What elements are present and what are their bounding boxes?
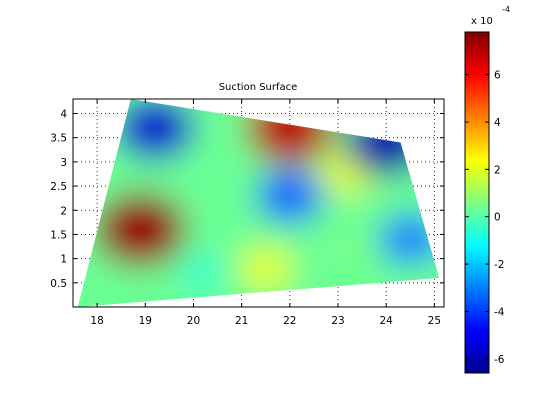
surface-feature [94, 192, 187, 268]
axes-box [72, 98, 445, 308]
x-tick-label: 25 [428, 315, 441, 327]
y-tick-label: 1.5 [50, 229, 67, 241]
colorbar-scale [464, 31, 490, 374]
y-tick-label: 3 [60, 157, 67, 169]
x-tick-label: 19 [139, 315, 152, 327]
x-tick-label: 21 [235, 315, 248, 327]
x-axis-ticks: 18 19 20 21 22 23 24 25 [90, 99, 441, 327]
surface-feature [237, 245, 295, 292]
x-tick-label: 20 [187, 315, 200, 327]
colorbar-tick-label: -6 [494, 354, 505, 366]
y-tick-label: 2 [60, 205, 67, 217]
y-tick-label: 4 [60, 109, 67, 121]
x-tick-label: 24 [379, 315, 393, 327]
x-tick-label: 23 [331, 315, 344, 327]
surface-heatmap [77, 99, 440, 307]
colorbar-tick-label: 2 [494, 164, 501, 176]
plot-area: 18 19 20 21 22 23 24 25 0.5 1 1.5 2 2.5 3 3.5 4 [50, 98, 445, 327]
colorbar: -6 -4 -2 0 2 4 6 x 10 -4 [464, 5, 510, 374]
colorbar-tick-label: -4 [494, 306, 505, 318]
y-tick-label: 0.5 [50, 278, 67, 290]
surface-value-field [77, 99, 440, 307]
y-tick-label: 3.5 [50, 133, 67, 145]
surface-feature [256, 168, 324, 223]
colorbar-multiplier-exponent: -4 [502, 5, 510, 14]
colorbar-ticks: -6 -4 -2 0 2 4 6 [465, 70, 505, 366]
colorbar-tick-label: -2 [494, 259, 504, 271]
colorbar-tick-label: 6 [494, 70, 501, 82]
surface-feature [179, 253, 227, 293]
colorbar-tick-label: 0 [494, 212, 501, 224]
y-tick-label: 2.5 [50, 181, 67, 193]
colorbar-tick-label: 4 [494, 117, 501, 129]
y-axis-ticks: 0.5 1 1.5 2 2.5 3 3.5 4 [50, 109, 444, 290]
x-tick-label: 22 [283, 315, 296, 327]
surface-feature [328, 229, 377, 269]
colorbar-multiplier: x 10 [471, 16, 493, 27]
surface-feature [115, 99, 195, 161]
chart-title: Suction Surface [219, 82, 298, 93]
surface-feature [378, 213, 440, 266]
x-tick-label: 18 [90, 315, 103, 327]
y-tick-label: 1 [60, 254, 67, 266]
